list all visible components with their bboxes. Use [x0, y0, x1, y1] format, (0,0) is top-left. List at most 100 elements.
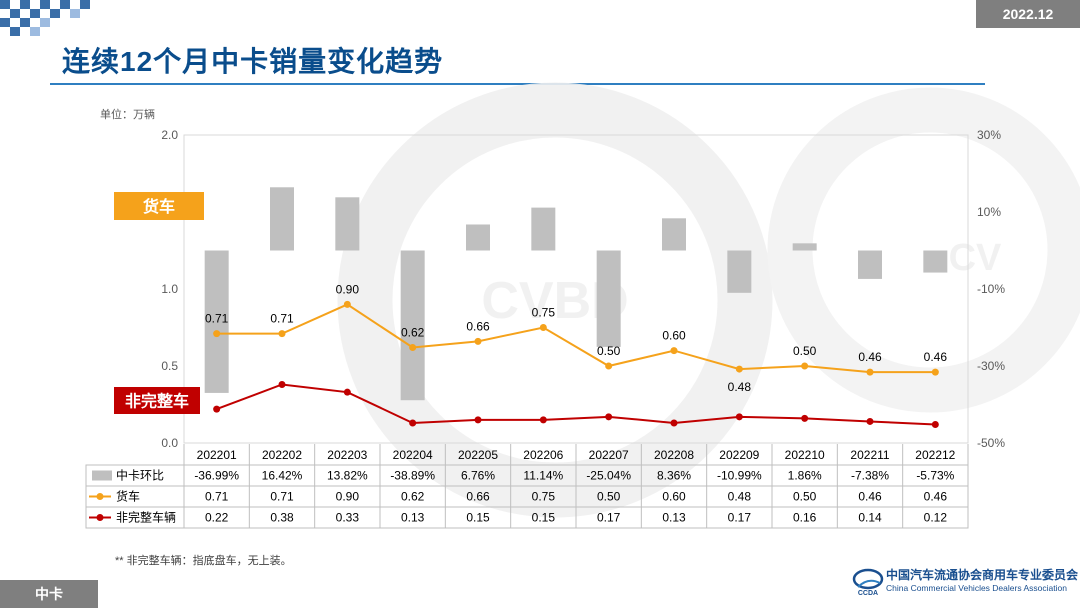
truck-point	[735, 365, 743, 373]
incomplete-callout-label: 非完整车	[125, 392, 189, 411]
x-axis-category: 202211	[850, 448, 889, 462]
truck-data-label: 0.71	[270, 312, 294, 326]
table-cell: 0.17	[728, 511, 752, 525]
right-axis-tick: -10%	[977, 282, 1005, 296]
incomplete-vehicle-point	[605, 413, 613, 421]
truck-callout-label: 货车	[143, 197, 175, 216]
table-cell: 0.13	[662, 511, 686, 525]
right-axis-tick: 10%	[977, 205, 1001, 219]
table-cell: 0.90	[336, 490, 360, 504]
left-axis-tick: 2.0	[161, 128, 178, 142]
incomplete-vehicle-point	[409, 419, 417, 427]
table-cell: 0.33	[336, 511, 360, 525]
truck-point	[931, 368, 939, 376]
incomplete-vehicle-line	[216, 383, 936, 426]
unit-label: 单位：万辆	[100, 107, 155, 121]
bar-mom-change	[923, 250, 948, 273]
truck-data-label: 0.90	[336, 282, 360, 296]
right-axis-tick: -50%	[977, 436, 1005, 450]
truck-legend-marker	[96, 493, 104, 500]
x-axis-category: 202207	[589, 448, 629, 462]
logo-mark-text: CCDA	[858, 590, 878, 597]
table-cell: 0.48	[728, 490, 752, 504]
truck-point	[866, 368, 874, 376]
truck-data-label: 0.46	[858, 350, 882, 364]
table-cell: 1.86%	[788, 469, 822, 483]
truck-data-label: 0.60	[662, 329, 686, 343]
bar-mom-change	[662, 218, 686, 251]
x-axis-category: 202203	[327, 448, 367, 462]
truck-data-label: 0.62	[401, 326, 425, 340]
corner-checker-pattern	[0, 0, 92, 36]
table-cell: -36.99%	[194, 469, 239, 483]
table-cell: 0.38	[270, 511, 294, 525]
table-cell: 16.42%	[262, 469, 303, 483]
table-cell: -7.38%	[851, 469, 889, 483]
truck-point	[539, 324, 547, 331]
table-cell: 0.71	[205, 490, 229, 504]
incomplete-vehicle-point	[343, 388, 351, 396]
bar-legend-label: 中卡环比	[116, 468, 164, 483]
table-cell: 0.62	[401, 490, 425, 504]
bar-mom-change	[596, 250, 621, 347]
bar-mom-change	[335, 197, 360, 251]
incomplete-legend-marker	[96, 514, 104, 521]
x-axis-category: 202210	[785, 448, 825, 462]
incomplete-vehicle-point	[670, 419, 678, 427]
table-cell: 13.82%	[327, 469, 368, 483]
bar-mom-change	[858, 250, 882, 279]
truck-data-label: 0.71	[205, 312, 229, 326]
table-cell: 0.15	[466, 511, 490, 525]
page-title: 连续12个月中卡销量变化趋势	[62, 46, 444, 77]
table-cell: 0.16	[793, 511, 817, 525]
right-axis-tick: 30%	[977, 128, 1001, 142]
bar-mom-change	[792, 243, 817, 251]
truck-point	[670, 347, 678, 355]
incomplete-vehicle-point	[278, 380, 286, 388]
incomplete-legend-label: 非完整车辆	[116, 510, 176, 525]
incomplete-vehicle-point	[213, 405, 221, 413]
table-cell: 0.46	[858, 490, 882, 504]
association-emblem-icon: CCDA	[852, 568, 884, 597]
table-cell: 0.14	[858, 511, 882, 525]
bar-mom-change	[400, 250, 425, 401]
incomplete-vehicle-point	[801, 414, 809, 422]
association-logo: CCDA 中国汽车流通协会商用车专业委员会 China Commercial V…	[852, 563, 1078, 603]
bar-mom-change	[270, 187, 294, 251]
truck-data-label: 0.75	[532, 306, 556, 320]
table-cell: -10.99%	[717, 469, 762, 483]
x-axis-category: 202209	[719, 448, 759, 462]
section-tag: 中卡	[0, 580, 98, 608]
table-cell: 0.12	[924, 511, 948, 525]
watermark-text: CV	[949, 237, 1002, 279]
association-name-cn: 中国汽车流通协会商用车专业委员会	[886, 568, 1079, 582]
title-divider	[50, 83, 985, 85]
left-axis-tick: 1.0	[161, 282, 178, 296]
table-cell: 0.50	[793, 490, 817, 504]
table-cell: 0.17	[597, 511, 621, 525]
incomplete-vehicle-point	[735, 413, 743, 421]
table-cell: -25.04%	[586, 469, 631, 483]
truck-data-label: 0.66	[466, 319, 490, 333]
left-axis-tick: 0.0	[161, 436, 178, 450]
truck-line	[216, 303, 936, 374]
incomplete-vehicle-point	[931, 421, 939, 429]
x-axis-category: 202202	[262, 448, 302, 462]
truck-point	[278, 330, 286, 338]
table-cell: 0.60	[662, 490, 686, 504]
x-axis-category: 202201	[197, 448, 237, 462]
table-cell: 0.50	[597, 490, 621, 504]
bar-legend-swatch	[92, 470, 112, 481]
x-axis-category: 202206	[523, 448, 563, 462]
table-cell: 11.14%	[523, 469, 563, 483]
plot-frame	[183, 134, 969, 444]
truck-legend-label: 货车	[116, 489, 140, 504]
table-cell: 0.22	[205, 511, 229, 525]
bar-mom-change	[204, 250, 229, 393]
truck-point	[801, 362, 809, 370]
truck-point	[474, 337, 482, 345]
x-axis-category: 202205	[458, 448, 498, 462]
truck-point	[213, 330, 221, 338]
incomplete-vehicle-point	[474, 416, 482, 424]
incomplete-callout-box	[114, 387, 200, 414]
